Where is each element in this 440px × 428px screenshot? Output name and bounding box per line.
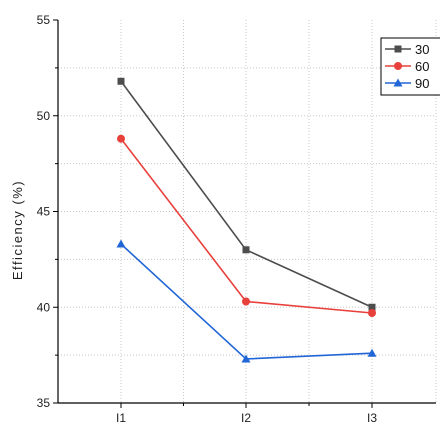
y-axis-title: Efficiency (%) [10,180,25,280]
series-30 [117,77,376,311]
x-tick-label: I2 [241,411,251,425]
x-tick-label: I1 [116,411,126,425]
data-point-square [242,246,250,254]
legend-label: 90 [415,76,429,91]
y-tick-label: 40 [37,300,51,314]
legend-label: 60 [415,59,429,74]
legend: 30 60 90 [380,37,440,96]
y-axis-ticks: 35 40 45 50 55 [37,13,58,410]
data-series [116,77,377,363]
y-tick-label: 35 [37,396,51,410]
data-point-triangle [393,78,403,87]
x-tick-label: I3 [367,411,377,425]
y-tick-label: 55 [37,13,51,27]
legend-item-90: 90 [385,76,429,91]
data-point-circle [368,308,376,317]
x-axis-ticks: I1 I2 I3 [116,403,377,425]
data-point-square [394,45,402,53]
y-tick-label: 45 [37,205,51,219]
series-60 [117,134,376,317]
data-point-triangle [116,239,126,248]
legend-label: 30 [415,42,429,57]
data-point-square [368,303,376,311]
data-point-triangle [241,354,251,363]
grid-lines [57,20,437,403]
legend-item-30: 30 [385,42,429,57]
data-point-circle [394,62,402,70]
series-90 [116,239,377,363]
data-point-square [117,77,125,85]
legend-item-60: 60 [385,59,429,74]
data-point-circle [117,134,125,143]
data-point-triangle [367,348,377,357]
y-tick-label: 50 [37,109,51,123]
data-point-circle [242,297,250,306]
